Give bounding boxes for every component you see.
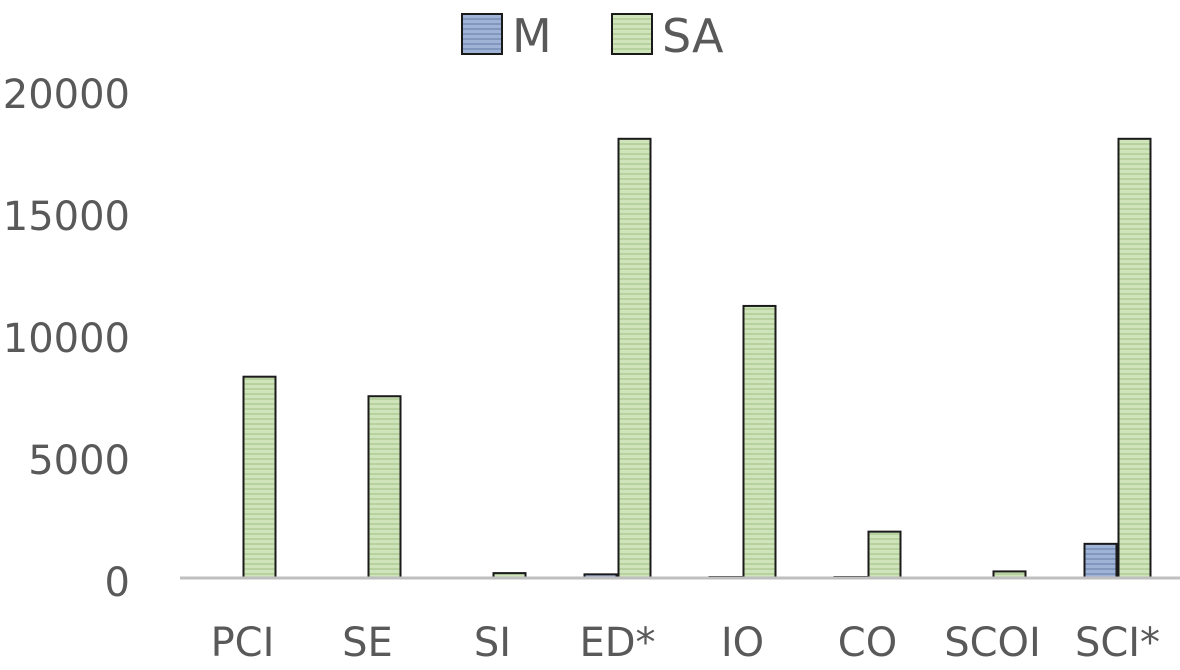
legend-label-m: M	[512, 9, 552, 63]
x-tick-label: SCI*	[1075, 620, 1160, 666]
bar-sa	[242, 375, 277, 580]
legend-swatch-m	[461, 13, 503, 55]
bar-m	[1083, 542, 1118, 580]
legend-label-sa: SA	[662, 9, 724, 63]
y-tick-label: 15000	[3, 194, 130, 240]
y-tick-label: 10000	[3, 316, 130, 362]
x-tick-label: SE	[342, 620, 393, 666]
legend: M SA	[461, 9, 724, 63]
bar-sa	[867, 530, 902, 580]
y-axis: 20000 15000 10000 5000 0	[3, 72, 130, 606]
x-axis: PCI SE SI ED* IO CO SCOI SCI*	[211, 620, 1160, 666]
bar-sa	[367, 395, 402, 579]
x-tick-label: CO	[838, 620, 897, 666]
x-tick-label: IO	[721, 620, 764, 666]
x-tick-label: SCOI	[944, 620, 1041, 666]
bar-sa	[617, 137, 652, 580]
x-tick-label: ED*	[579, 620, 655, 666]
y-tick-label: 20000	[3, 72, 130, 118]
y-tick-label: 5000	[28, 438, 130, 484]
x-tick-label: PCI	[211, 620, 275, 666]
bars	[242, 137, 1152, 580]
bar-sa	[1117, 137, 1152, 580]
bar-sa	[742, 304, 777, 579]
x-tick-label: SI	[474, 620, 511, 666]
legend-swatch-sa	[611, 13, 653, 55]
y-tick-label: 0	[105, 560, 130, 606]
